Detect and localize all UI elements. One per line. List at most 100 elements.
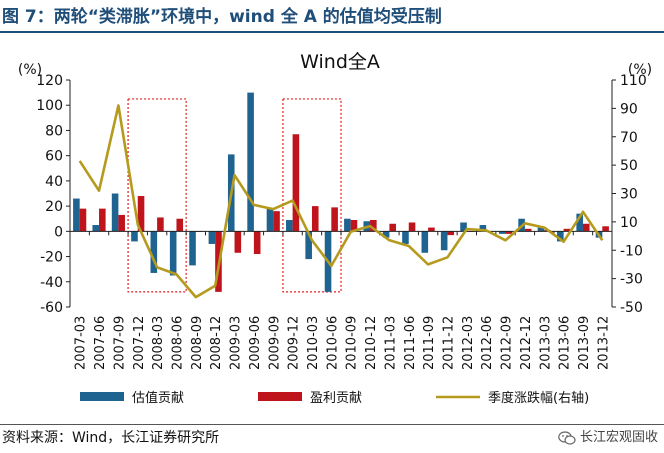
bar-earnings [176,218,184,232]
legend-label: 盈利贡献 [310,391,362,406]
x-tick-label: 2008-06 [170,316,185,370]
left-tick-label: 60 [45,149,63,165]
x-tick-label: 2011-03 [383,316,398,370]
x-tick-label: 2011-12 [441,316,456,370]
x-tick-label: 2009-09 [267,316,282,370]
left-tick-label: -40 [40,275,63,291]
bar-valuation [305,231,312,260]
left-tick-label: -20 [40,250,63,266]
bar-valuation [131,231,138,242]
x-tick-label: 2007-06 [93,316,108,370]
bar-valuation [247,92,254,232]
x-tick-label: 2011-09 [422,316,437,370]
highlight-box-2 [282,98,342,293]
plot-area: -60 -40 -20 0 20 40 60 80 100 120 -50 -30 -10 10 30 50 7… [36,73,646,370]
right-tick-label: 110 [620,73,647,89]
right-tick-label: 90 [620,101,638,117]
x-tick-label: 2010-12 [364,316,379,370]
x-tick-label: 2007-09 [112,316,127,370]
bar-earnings [524,228,532,232]
bar-earnings [118,214,125,232]
bar-valuation [498,231,506,234]
x-tick-label: 2008-03 [151,316,166,370]
bar-earnings [447,231,455,236]
bar-valuation [576,213,583,232]
left-tick-label: 120 [36,73,63,89]
right-tick-label: -50 [620,300,643,316]
bar-valuation [266,208,274,232]
source-note: 资料来源：Wind，长江证券研究所 [2,430,220,446]
bar-earnings [137,196,145,232]
left-tick-label: 20 [45,199,63,215]
left-tick-label: 0 [54,224,63,240]
title-divider [0,31,664,33]
watermark-text: 长江宏观固收 [579,430,658,445]
left-tick-label: 80 [45,123,63,139]
bar-valuation [169,231,177,276]
bar-earnings [157,217,164,232]
bar-valuation [537,226,545,232]
bar-earnings [331,207,338,232]
legend-label: 季度涨跌幅(右轴) [488,390,589,406]
bar-valuation [73,198,80,232]
right-tick-label: 70 [620,130,638,146]
bar-earnings [292,134,300,232]
x-tick-label: 2008-09 [190,316,205,370]
highlight-box-1 [127,98,187,293]
x-tick-label: 2013-12 [596,316,611,370]
right-tick-label: 30 [620,187,638,203]
left-tick-label: 100 [36,98,63,114]
bar-valuation [150,231,158,273]
x-tick-label: 2010-06 [325,316,340,370]
bar-earnings [350,219,358,232]
bar-valuation [92,225,100,232]
bar-earnings [428,227,435,232]
wechat-icon [558,431,576,445]
right-tick-label: -30 [620,272,643,288]
bar-valuation [208,231,216,244]
x-tick-label: 2012-03 [461,316,476,370]
line-quarterly-change [78,104,604,299]
right-axis-unit: (%) [628,62,652,78]
bar-earnings [370,219,377,232]
bar-valuation [479,225,487,232]
bar-earnings [79,208,87,232]
bar-valuation [557,231,564,242]
bar-valuation [286,219,293,232]
bar-earnings [273,211,280,232]
bar-earnings [408,222,416,232]
bar-valuation [344,218,351,232]
bar-valuation [440,231,448,251]
left-tick-label: -60 [40,300,63,316]
x-tick-label: 2013-03 [538,316,553,370]
x-tick-label: 2013-06 [558,316,573,370]
x-tick-label: 2008-12 [209,316,224,370]
footer-divider [0,424,664,425]
left-tick-label: 40 [45,174,63,190]
bar-earnings [311,206,319,232]
x-tick-label: 2007-03 [74,316,89,370]
x-tick-label: 2010-03 [306,316,321,370]
left-axis-unit: (%) [18,62,42,78]
bar-valuation [189,231,196,266]
bar-earnings [582,223,590,232]
x-tick-label: 2009-12 [287,316,302,370]
bar-valuation [111,193,119,232]
legend-label: 估值贡献 [132,390,184,406]
x-tick-label: 2007-12 [132,316,147,370]
x-tick-label: 2012-09 [500,316,515,370]
bar-valuation [421,231,429,253]
bar-earnings [505,231,513,234]
legend-swatch-valuation [80,392,124,401]
bar-valuation [402,231,409,244]
x-tick-label: 2010-09 [345,316,360,370]
x-tick-label: 2009-03 [229,316,244,370]
x-tick-label: 2009-06 [248,316,263,370]
bar-earnings [389,223,396,232]
bar-valuation [460,222,467,232]
chart: Wind全A (%) (%) -60-40-20020406080100120-… [18,51,652,406]
bar-earnings [99,208,106,232]
bar-earnings [234,231,242,253]
bar-earnings [563,228,571,232]
x-tick-label: 2012-12 [519,316,534,370]
